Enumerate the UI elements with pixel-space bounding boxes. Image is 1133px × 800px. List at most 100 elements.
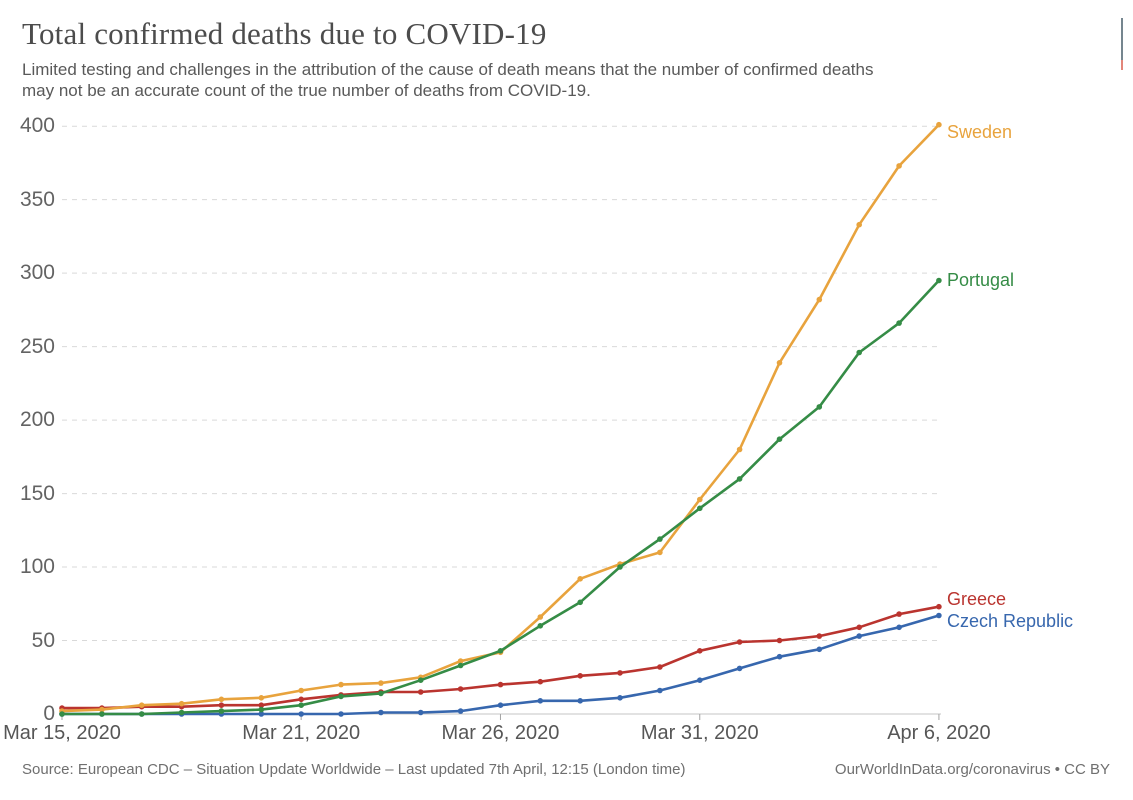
data-point-portugal[interactable] bbox=[378, 690, 384, 697]
data-point-sweden[interactable] bbox=[776, 360, 783, 366]
data-point-portugal[interactable] bbox=[218, 708, 225, 714]
data-point-portugal[interactable] bbox=[258, 706, 265, 713]
data-point-czech-republic[interactable] bbox=[776, 653, 783, 660]
y-tick-label-100: 100 bbox=[19, 555, 55, 579]
data-point-czech-republic[interactable] bbox=[856, 633, 862, 639]
data-point-greece[interactable] bbox=[736, 639, 743, 645]
data-point-portugal[interactable] bbox=[99, 711, 105, 717]
y-tick-label-150: 150 bbox=[19, 481, 55, 505]
data-point-czech-republic[interactable] bbox=[697, 677, 703, 683]
data-point-czech-republic[interactable] bbox=[417, 709, 424, 716]
data-point-sweden[interactable] bbox=[178, 700, 185, 707]
data-point-sweden[interactable] bbox=[457, 658, 464, 664]
series-czech-republic[interactable] bbox=[59, 612, 942, 717]
data-point-portugal[interactable] bbox=[816, 404, 823, 410]
chart-subtitle-line2: may not be an accurate count of the true… bbox=[22, 81, 591, 100]
data-point-czech-republic[interactable] bbox=[936, 612, 942, 619]
data-point-greece[interactable] bbox=[497, 681, 504, 688]
data-point-portugal[interactable] bbox=[497, 648, 504, 654]
series-label-portugal[interactable]: Portugal bbox=[947, 270, 1015, 291]
data-point-sweden[interactable] bbox=[816, 296, 823, 303]
data-point-czech-republic[interactable] bbox=[298, 711, 305, 717]
data-point-czech-republic[interactable] bbox=[537, 698, 544, 704]
data-point-portugal[interactable] bbox=[697, 505, 703, 512]
data-point-greece[interactable] bbox=[936, 603, 942, 610]
data-point-portugal[interactable] bbox=[537, 623, 544, 629]
data-point-sweden[interactable] bbox=[298, 687, 305, 694]
data-point-portugal[interactable] bbox=[936, 277, 942, 284]
data-point-portugal[interactable] bbox=[298, 702, 305, 708]
data-point-greece[interactable] bbox=[657, 664, 663, 670]
data-point-portugal[interactable] bbox=[896, 320, 902, 326]
series-greece[interactable] bbox=[59, 603, 942, 711]
right-edge-marker-tip bbox=[1121, 60, 1123, 70]
x-tick-label-mar-31-2020: Mar 31, 2020 bbox=[640, 722, 759, 744]
data-point-sweden[interactable] bbox=[138, 702, 145, 708]
data-point-portugal[interactable] bbox=[617, 564, 623, 570]
data-point-portugal[interactable] bbox=[856, 349, 862, 356]
data-point-portugal[interactable] bbox=[776, 436, 783, 443]
data-point-greece[interactable] bbox=[298, 696, 305, 703]
data-point-czech-republic[interactable] bbox=[338, 711, 344, 717]
data-point-sweden[interactable] bbox=[657, 549, 663, 556]
series-label-sweden[interactable]: Sweden bbox=[947, 122, 1013, 143]
data-point-greece[interactable] bbox=[896, 611, 902, 617]
data-point-greece[interactable] bbox=[856, 624, 862, 631]
data-point-czech-republic[interactable] bbox=[258, 711, 265, 717]
series-sweden[interactable] bbox=[59, 121, 942, 714]
data-point-czech-republic[interactable] bbox=[577, 698, 583, 704]
data-point-sweden[interactable] bbox=[338, 681, 344, 688]
data-point-portugal[interactable] bbox=[338, 693, 344, 700]
data-point-portugal[interactable] bbox=[178, 709, 185, 716]
data-point-sweden[interactable] bbox=[896, 163, 902, 169]
data-point-portugal[interactable] bbox=[59, 711, 65, 717]
data-point-portugal[interactable] bbox=[657, 536, 663, 542]
chart-title: Total confirmed deaths due to COVID-19 bbox=[22, 16, 547, 51]
series-line-czech-republic[interactable] bbox=[60, 614, 941, 716]
series-line-greece[interactable] bbox=[60, 605, 941, 710]
y-tick-label-50: 50 bbox=[31, 628, 55, 652]
data-point-czech-republic[interactable] bbox=[497, 702, 504, 708]
data-point-greece[interactable] bbox=[697, 648, 703, 654]
data-point-sweden[interactable] bbox=[99, 706, 105, 713]
data-point-greece[interactable] bbox=[617, 670, 623, 676]
data-point-portugal[interactable] bbox=[577, 599, 583, 606]
data-point-portugal[interactable] bbox=[138, 711, 145, 717]
data-point-greece[interactable] bbox=[776, 637, 783, 644]
series-label-czech-republic[interactable]: Czech Republic bbox=[947, 610, 1074, 631]
data-point-greece[interactable] bbox=[537, 678, 544, 685]
data-point-portugal[interactable] bbox=[457, 662, 464, 669]
data-point-greece[interactable] bbox=[258, 702, 265, 708]
data-point-sweden[interactable] bbox=[218, 696, 225, 703]
data-point-portugal[interactable] bbox=[736, 476, 743, 482]
data-point-greece[interactable] bbox=[577, 673, 583, 679]
data-point-czech-republic[interactable] bbox=[657, 687, 663, 694]
data-point-sweden[interactable] bbox=[577, 576, 583, 582]
data-point-czech-republic[interactable] bbox=[816, 646, 823, 653]
data-point-sweden[interactable] bbox=[736, 446, 743, 453]
series-portugal[interactable] bbox=[59, 277, 942, 717]
data-point-czech-republic[interactable] bbox=[896, 624, 902, 631]
series-label-greece[interactable]: Greece bbox=[947, 589, 1007, 610]
data-point-greece[interactable] bbox=[417, 689, 424, 695]
data-point-greece[interactable] bbox=[457, 686, 464, 692]
data-point-sweden[interactable] bbox=[537, 614, 544, 620]
chart-subtitle-line1: Limited testing and challenges in the at… bbox=[22, 60, 874, 79]
data-point-sweden[interactable] bbox=[936, 121, 942, 128]
data-point-greece[interactable] bbox=[816, 633, 823, 639]
data-point-sweden[interactable] bbox=[856, 221, 862, 228]
data-point-sweden[interactable] bbox=[378, 680, 384, 686]
data-point-czech-republic[interactable] bbox=[378, 709, 384, 716]
y-tick-label-250: 250 bbox=[19, 334, 55, 358]
data-point-sweden[interactable] bbox=[258, 695, 265, 701]
data-point-portugal[interactable] bbox=[417, 677, 424, 683]
owid-link[interactable]: OurWorldInData.org/coronavirus • CC BY bbox=[834, 761, 1110, 778]
data-point-czech-republic[interactable] bbox=[617, 695, 623, 701]
y-tick-label-300: 300 bbox=[19, 261, 55, 285]
data-point-greece[interactable] bbox=[218, 702, 225, 708]
data-point-czech-republic[interactable] bbox=[457, 708, 464, 714]
data-point-sweden[interactable] bbox=[697, 496, 703, 503]
data-point-czech-republic[interactable] bbox=[736, 665, 743, 672]
